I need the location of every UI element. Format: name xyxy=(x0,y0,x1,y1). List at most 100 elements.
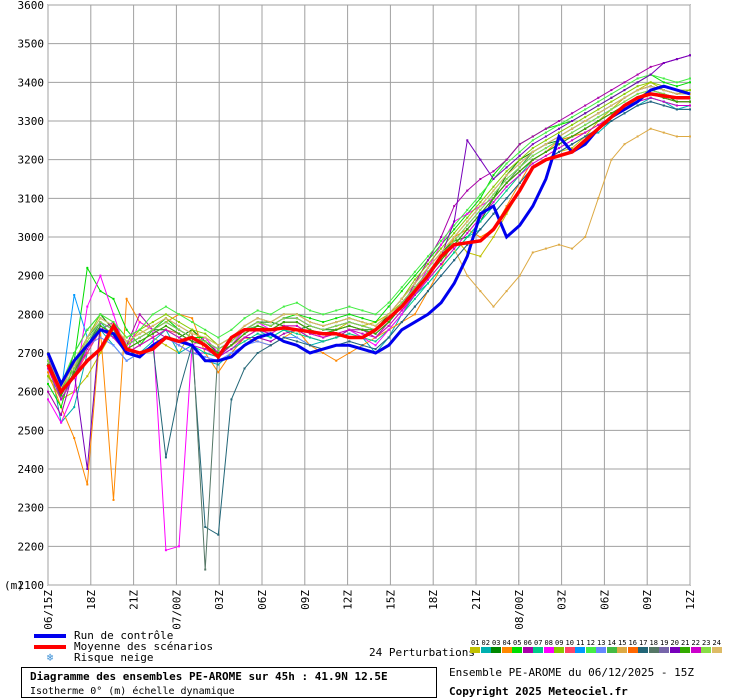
y-tick-label: 2100 xyxy=(18,579,45,592)
y-tick-label: 3500 xyxy=(18,38,45,51)
member-point xyxy=(623,112,626,115)
member-point xyxy=(322,340,325,343)
member-key-number: 01 xyxy=(471,639,480,647)
member-point xyxy=(649,85,652,88)
member-key-19: 19 xyxy=(659,639,670,653)
member-point xyxy=(217,352,220,354)
member-point xyxy=(492,185,495,188)
member-line-24 xyxy=(47,85,690,389)
member-point xyxy=(151,313,154,316)
member-point xyxy=(557,150,560,153)
member-key-10: 10 xyxy=(564,639,576,653)
member-key-swatch xyxy=(638,647,649,653)
y-tick-label: 3600 xyxy=(18,0,45,12)
member-point xyxy=(662,81,665,84)
member-point xyxy=(86,336,89,339)
member-point xyxy=(531,135,534,138)
member-point xyxy=(256,352,259,354)
member-key-13: 13 xyxy=(596,639,607,653)
y-tick-label: 3400 xyxy=(18,76,45,89)
member-point xyxy=(164,344,167,347)
member-point xyxy=(99,321,102,324)
member-point xyxy=(453,228,456,231)
member-point xyxy=(387,324,390,327)
member-point xyxy=(492,170,495,173)
member-point xyxy=(426,255,429,258)
member-point xyxy=(557,127,560,130)
member-point xyxy=(269,336,272,339)
member-point xyxy=(204,328,207,331)
member-point xyxy=(571,120,574,122)
member-point xyxy=(295,336,298,339)
member-point xyxy=(60,406,63,409)
member-point xyxy=(426,263,429,266)
member-point xyxy=(217,336,220,339)
member-point xyxy=(295,340,298,343)
member-point xyxy=(466,212,469,215)
member-point xyxy=(374,348,377,351)
member-point xyxy=(86,375,89,378)
member-point xyxy=(453,251,456,254)
chart-subtitle: Isotherme 0° (m) échelle dynamique xyxy=(30,686,235,697)
member-point xyxy=(689,77,691,80)
member-point xyxy=(413,278,416,281)
y-tick-label: 2500 xyxy=(18,424,45,437)
member-point xyxy=(610,112,613,115)
member-point xyxy=(675,135,678,138)
member-point xyxy=(164,305,167,308)
member-key-number: 12 xyxy=(586,639,595,647)
member-point xyxy=(505,212,508,215)
member-point xyxy=(623,96,626,99)
member-key-swatch xyxy=(669,647,680,653)
member-point xyxy=(413,305,416,308)
member-point xyxy=(426,278,429,281)
member-point xyxy=(60,413,63,416)
member-point xyxy=(531,154,534,157)
member-point xyxy=(662,131,665,134)
member-point xyxy=(492,197,495,200)
member-point xyxy=(348,340,351,343)
member-point xyxy=(164,328,167,331)
member-point xyxy=(518,274,521,277)
member-point xyxy=(662,104,665,107)
member-point xyxy=(295,321,298,324)
member-point xyxy=(479,228,482,231)
member-point xyxy=(204,352,207,354)
x-tick-label: 21Z xyxy=(128,590,141,610)
y-tick-label: 2600 xyxy=(18,386,45,399)
member-point xyxy=(47,382,49,385)
member-point xyxy=(178,313,181,316)
member-key-number: 10 xyxy=(565,639,574,647)
legend: Run de contrôle Moyenne des scénarios ❄ … xyxy=(34,629,213,664)
member-point xyxy=(374,313,377,316)
member-point xyxy=(544,127,547,130)
member-key-swatch xyxy=(554,647,565,653)
member-key-swatch xyxy=(533,647,544,653)
member-point xyxy=(571,139,574,142)
member-point xyxy=(322,328,325,331)
member-point xyxy=(571,247,574,250)
member-point xyxy=(86,468,89,470)
member-point xyxy=(689,108,691,111)
member-point xyxy=(230,340,233,343)
member-point xyxy=(86,483,89,486)
member-point xyxy=(348,313,351,316)
member-point xyxy=(479,158,482,161)
member-point xyxy=(322,336,325,339)
member-key-number: 09 xyxy=(555,639,564,647)
member-point xyxy=(531,162,534,165)
member-key-number: 13 xyxy=(597,639,606,647)
member-point xyxy=(282,336,285,339)
member-point xyxy=(505,162,508,165)
member-key-swatch xyxy=(480,647,491,653)
member-point xyxy=(544,131,547,134)
x-tick-label: 03Z xyxy=(213,590,226,610)
member-point xyxy=(309,344,312,347)
member-point xyxy=(662,100,665,103)
member-key-24: 24 xyxy=(711,639,723,653)
member-point xyxy=(348,317,351,320)
member-point xyxy=(86,305,89,308)
member-point xyxy=(125,340,128,343)
member-point xyxy=(60,398,63,401)
member-point xyxy=(584,112,587,115)
